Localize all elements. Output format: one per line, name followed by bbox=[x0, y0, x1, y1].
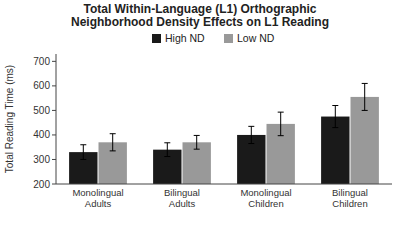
text-line: Children bbox=[248, 198, 283, 209]
y-axis-line bbox=[56, 54, 57, 184]
y-tick bbox=[52, 159, 56, 160]
error-cap bbox=[332, 127, 338, 128]
error-cap bbox=[80, 159, 86, 160]
y-tick-label: 300 bbox=[33, 154, 50, 165]
error-line bbox=[280, 112, 281, 136]
y-tick bbox=[52, 134, 56, 135]
error-cap bbox=[110, 133, 116, 134]
error-bar bbox=[110, 134, 116, 151]
x-tick-label: MonolingualAdults bbox=[72, 187, 123, 209]
y-tick bbox=[52, 110, 56, 111]
error-cap bbox=[278, 112, 284, 113]
text-line: Adults bbox=[169, 198, 196, 209]
legend-swatch bbox=[152, 34, 161, 43]
legend-swatch bbox=[224, 34, 233, 43]
legend: High ND Low ND bbox=[152, 32, 275, 44]
error-cap bbox=[362, 83, 368, 84]
x-tick-label: BilingualChildren bbox=[332, 187, 368, 209]
chart: Total Within-Language (L1) OrthographicN… bbox=[0, 0, 400, 227]
x-tick-label: BilingualAdults bbox=[164, 187, 200, 209]
error-cap bbox=[80, 144, 86, 145]
error-bar bbox=[362, 83, 368, 110]
error-cap bbox=[164, 142, 170, 143]
error-cap bbox=[248, 143, 254, 144]
error-bar bbox=[278, 112, 284, 136]
y-tick bbox=[52, 85, 56, 86]
bar bbox=[351, 97, 379, 184]
error-cap bbox=[332, 105, 338, 106]
error-bar bbox=[248, 126, 254, 143]
plot-area bbox=[69, 83, 379, 184]
text-line: Neighborhood Density Effects on L1 Readi… bbox=[71, 15, 329, 29]
legend-label: High ND bbox=[165, 32, 205, 44]
error-line bbox=[83, 145, 84, 160]
error-bar bbox=[80, 145, 86, 160]
text-line: Monolingual bbox=[240, 187, 291, 198]
y-tick-label: 600 bbox=[33, 80, 50, 91]
error-line bbox=[251, 126, 252, 143]
error-cap bbox=[164, 156, 170, 157]
x-tick-label: MonolingualChildren bbox=[240, 187, 291, 209]
error-bar bbox=[194, 135, 200, 149]
y-tick-label: 400 bbox=[33, 129, 50, 140]
text-line: Monolingual bbox=[72, 187, 123, 198]
text-line: Children bbox=[332, 198, 367, 209]
text-line: Bilingual bbox=[164, 187, 200, 198]
error-line bbox=[196, 135, 197, 149]
text-line: Adults bbox=[85, 198, 112, 209]
error-line bbox=[112, 134, 113, 151]
error-cap bbox=[248, 126, 254, 127]
y-tick-label: 500 bbox=[33, 105, 50, 116]
error-bar bbox=[164, 143, 170, 157]
y-tick bbox=[52, 61, 56, 62]
y-tick-label: 700 bbox=[33, 56, 50, 67]
legend-label: Low ND bbox=[237, 32, 275, 44]
text-line: Bilingual bbox=[332, 187, 368, 198]
error-line bbox=[335, 106, 336, 128]
error-cap bbox=[362, 110, 368, 111]
y-tick-label: 200 bbox=[33, 179, 50, 190]
error-line bbox=[364, 83, 365, 110]
error-bar bbox=[332, 106, 338, 128]
text-line: Total Within-Language (L1) Orthographic bbox=[84, 2, 317, 16]
title: Total Within-Language (L1) OrthographicN… bbox=[71, 2, 329, 29]
error-cap bbox=[110, 150, 116, 151]
x-axis-line bbox=[56, 184, 392, 185]
error-cap bbox=[278, 135, 284, 136]
error-line bbox=[167, 143, 168, 157]
error-cap bbox=[194, 135, 200, 136]
error-cap bbox=[194, 149, 200, 150]
y-axis-label: Total Reading Time (ms) bbox=[4, 65, 15, 173]
y-tick bbox=[52, 184, 56, 185]
